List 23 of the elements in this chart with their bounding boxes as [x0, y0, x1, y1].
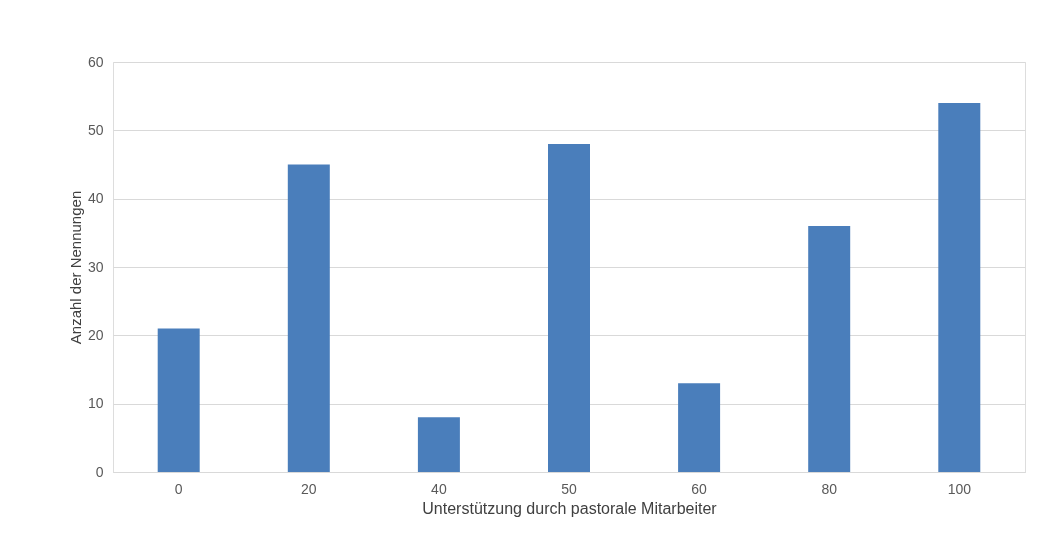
x-tick-label: 50: [561, 480, 577, 497]
y-tick-label: 50: [87, 121, 104, 138]
bar: [808, 226, 851, 472]
y-tick-label: 40: [87, 190, 104, 207]
bar: [678, 383, 721, 472]
y-tick-label: 0: [95, 463, 104, 480]
y-tick-label: 10: [87, 395, 104, 412]
x-tick-label: 100: [947, 480, 972, 497]
x-axis-title: Unterstützung durch pastorale Mitarbeiter: [422, 499, 718, 517]
bar: [938, 103, 981, 472]
bar: [287, 164, 330, 472]
x-tick-label: 60: [691, 480, 708, 497]
x-tick-label: 0: [174, 480, 183, 497]
x-tick-label: 20: [301, 480, 317, 497]
y-axis-title: Anzahl der Nennungen: [66, 190, 84, 345]
bar: [157, 328, 200, 472]
y-tick-label: 20: [87, 326, 104, 343]
y-tick-label: 30: [87, 258, 104, 275]
y-tick-label: 60: [87, 53, 104, 70]
x-tick-label: 80: [821, 480, 838, 497]
bar: [417, 417, 460, 472]
bar: [548, 144, 590, 472]
x-tick-label: 40: [431, 480, 447, 497]
